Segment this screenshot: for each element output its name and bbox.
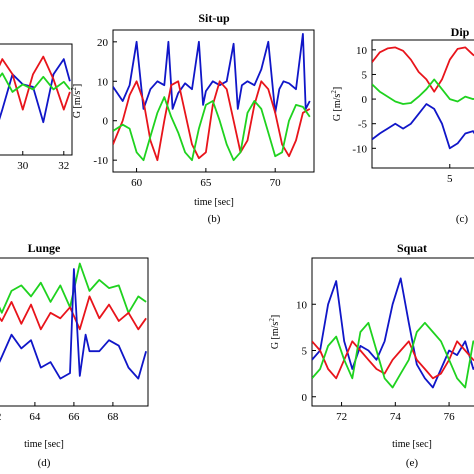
- chart-panel-p1: 30 32: [0, 43, 73, 172]
- series-line-blue: [0, 58, 71, 124]
- series-line-blue: [0, 268, 147, 380]
- series-line-red: [372, 46, 474, 93]
- x-tick-label: 76: [444, 411, 456, 423]
- y-tick-label: 10: [97, 76, 109, 88]
- y-tick-label: 20: [97, 37, 109, 49]
- x-axis-label: time [sec]: [194, 197, 234, 208]
- x-tick-label: 32: [58, 160, 69, 172]
- series-line-green: [372, 78, 474, 105]
- x-tick-label: 60: [131, 177, 143, 189]
- y-axis-label: G [m/s2]: [268, 315, 281, 349]
- panel-caption: (e): [406, 457, 419, 469]
- chart-title: Lunge: [28, 241, 61, 255]
- y-tick-label: 10: [356, 45, 368, 57]
- series-line-red: [0, 55, 71, 111]
- plot-frame: [0, 43, 73, 156]
- y-axis-label: G [m/s2]: [70, 84, 83, 118]
- series-line-red: [312, 340, 474, 380]
- x-tick-label: 74: [390, 411, 402, 423]
- series-line-blue: [113, 33, 311, 114]
- chart-title: Squat: [397, 241, 427, 255]
- x-tick-label: 65: [200, 177, 212, 189]
- x-tick-label: 64: [29, 411, 41, 423]
- x-axis-label: time [sec]: [392, 439, 432, 450]
- x-tick-label: 72: [336, 411, 347, 423]
- x-tick-label: 30: [17, 160, 29, 172]
- chart-title: Dip: [451, 25, 470, 39]
- chart-title: Sit-up: [198, 11, 230, 25]
- x-axis-label: time [sec]: [24, 439, 64, 450]
- series-line-blue: [312, 277, 474, 389]
- y-axis-label: G [m/s2]: [330, 87, 343, 121]
- plot-frame: [0, 257, 149, 407]
- series-line-green: [0, 72, 71, 93]
- plot-frame: [371, 39, 474, 169]
- plot-frame: [311, 257, 474, 407]
- panel-caption: (b): [208, 213, 221, 225]
- chart-panel-p2: 60 65 70 -10 0 10 20 Sit-up time [sec] G [m/s2] (b…: [70, 11, 315, 225]
- x-tick-label: 62: [0, 411, 1, 423]
- y-tick-label: 10: [296, 299, 308, 311]
- y-tick-label: 5: [302, 346, 308, 358]
- x-tick-label: 5: [447, 173, 453, 185]
- chart-panel-p4: 62 64 66 68 Lunge time [sec] (d): [0, 241, 149, 469]
- y-tick-label: 0: [103, 116, 109, 128]
- panel-caption: (d): [38, 457, 51, 469]
- panel-caption: (c): [456, 213, 469, 225]
- chart-panel-p5: 72 74 76 0 5 10 Squat time [sec] G [m/s2] (e): [268, 241, 474, 469]
- series-line-green: [113, 96, 311, 162]
- plot-frame: [112, 29, 315, 173]
- y-tick-label: 0: [302, 392, 308, 404]
- series-line-green: [312, 321, 474, 389]
- y-tick-label: -10: [352, 143, 367, 155]
- series-line-blue: [372, 103, 474, 150]
- series-line-red: [113, 80, 311, 162]
- y-tick-label: 0: [362, 94, 368, 106]
- series-line-red: [0, 295, 147, 331]
- y-tick-label: 5: [362, 69, 368, 81]
- x-tick-label: 66: [68, 411, 80, 423]
- y-tick-label: -10: [93, 155, 108, 167]
- y-tick-label: -5: [358, 119, 368, 131]
- chart-panel-p3: 5 -10 -5 0 5 10 Dip G [m/s2] (c): [330, 25, 474, 225]
- x-tick-label: 70: [270, 177, 282, 189]
- x-tick-label: 68: [107, 411, 119, 423]
